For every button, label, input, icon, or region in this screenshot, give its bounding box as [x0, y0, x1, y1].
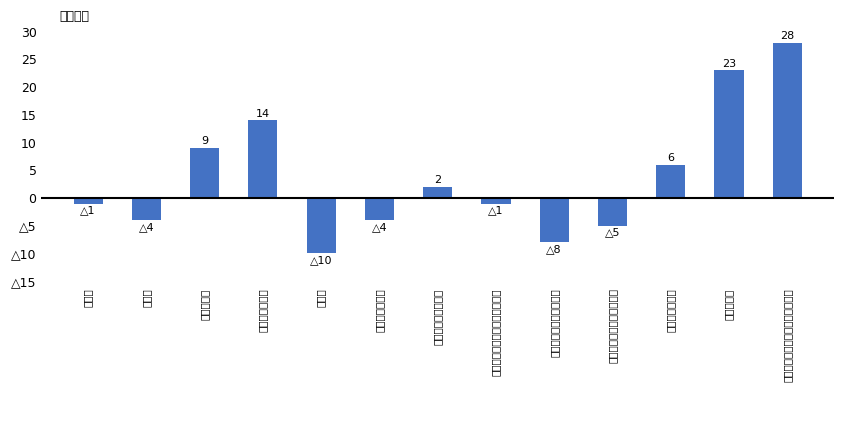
Text: △5: △5: [604, 228, 619, 237]
Text: 郵便業・運輸業: 郵便業・運輸業: [257, 288, 268, 332]
Text: 製造業: 製造業: [141, 288, 151, 307]
Text: 14: 14: [256, 108, 269, 119]
Bar: [306, 198, 335, 254]
Text: △8: △8: [546, 244, 561, 254]
Text: 28: 28: [779, 31, 793, 41]
Text: 教育・学習支援: 教育・学習支援: [665, 288, 675, 332]
Text: 卸売業: 卸売業: [316, 288, 326, 307]
Bar: [481, 198, 510, 203]
Text: △1: △1: [488, 205, 503, 215]
Bar: [771, 43, 801, 198]
Text: △4: △4: [371, 222, 387, 232]
Text: △4: △4: [138, 222, 154, 232]
Text: 生活関連サービス・娯楽業: 生活関連サービス・娯楽業: [607, 288, 617, 363]
Text: 宿泊業・飲食サービス業: 宿泊業・飲食サービス業: [549, 288, 559, 357]
Bar: [190, 148, 219, 198]
Text: △10: △10: [310, 255, 332, 265]
Text: 金融業・保険業: 金融業・保険業: [374, 288, 384, 332]
Bar: [73, 198, 102, 203]
Bar: [365, 198, 393, 220]
Text: 2: 2: [434, 175, 441, 185]
Bar: [656, 164, 684, 198]
Text: 学術研究・専門技術サービス業: 学術研究・専門技術サービス業: [490, 288, 500, 376]
Text: △1: △1: [80, 205, 95, 215]
Text: 23: 23: [721, 59, 735, 69]
Text: （千人）: （千人）: [59, 10, 89, 23]
Text: 医療・福祉: 医療・福祉: [723, 288, 733, 320]
Bar: [423, 187, 452, 198]
Text: サービス業他に分類されないもの: サービス業他に分類されないもの: [782, 288, 792, 382]
Bar: [598, 198, 626, 226]
Text: 情報通信業: 情報通信業: [199, 288, 209, 320]
Text: 建設業: 建設業: [83, 288, 93, 307]
Text: 9: 9: [201, 136, 208, 146]
Bar: [713, 71, 743, 198]
Text: 6: 6: [667, 153, 674, 163]
Bar: [539, 198, 568, 242]
Bar: [248, 120, 277, 198]
Text: 不動産業物品賌貟業: 不動産業物品賌貟業: [432, 288, 442, 344]
Bar: [132, 198, 160, 220]
